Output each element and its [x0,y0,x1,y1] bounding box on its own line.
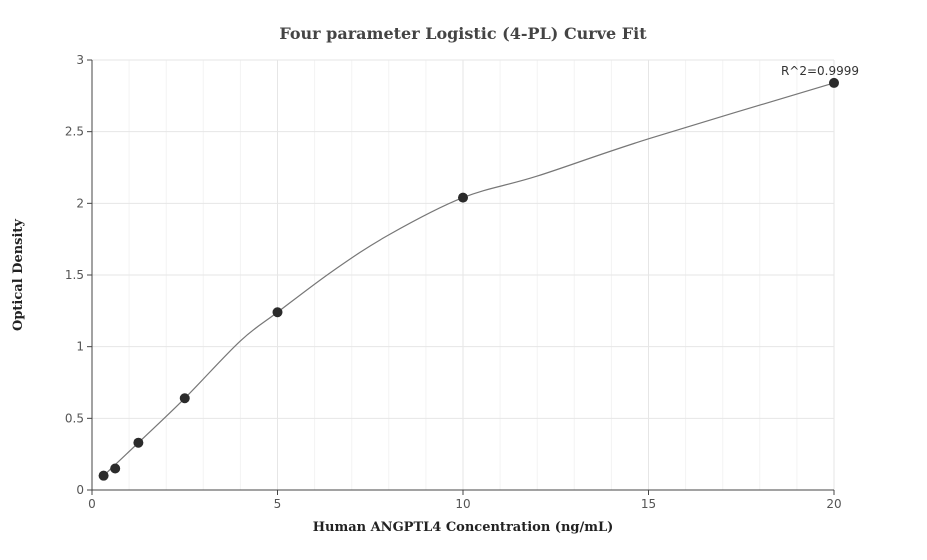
y-tick-label: 0.5 [65,411,84,425]
x-ticks: 0 5 10 15 20 [88,490,842,511]
x-tick-label: 20 [826,497,841,511]
data-point [110,463,121,474]
chart-title: Four parameter Logistic (4-PL) Curve Fit [279,24,647,43]
data-point [458,192,468,203]
x-tick-label: 15 [641,497,656,511]
y-tick-label: 2.5 [65,125,84,139]
data-points [98,77,839,481]
data-point [829,77,839,88]
fit-curve [103,82,835,477]
y-tick-label: 3 [76,53,84,67]
y-tick-label: 0 [76,483,84,497]
y-ticks: 0 0.5 1 1.5 2 2.5 3 [65,53,92,497]
data-point [179,393,190,404]
y-tick-label: 1.5 [65,268,84,282]
r-squared-annotation: R^2=0.9999 [781,64,859,78]
data-point [272,307,283,318]
x-tick-label: 5 [274,497,282,511]
data-point [133,437,144,448]
grid [91,59,835,491]
y-tick-label: 1 [76,340,84,354]
y-axis-title: Optical Density [11,219,26,331]
x-tick-label: 10 [455,497,470,511]
x-tick-label: 0 [88,497,96,511]
data-point [98,470,109,481]
y-tick-label: 2 [76,196,84,210]
x-axis-title: Human ANGPTL4 Concentration (ng/mL) [313,520,614,535]
